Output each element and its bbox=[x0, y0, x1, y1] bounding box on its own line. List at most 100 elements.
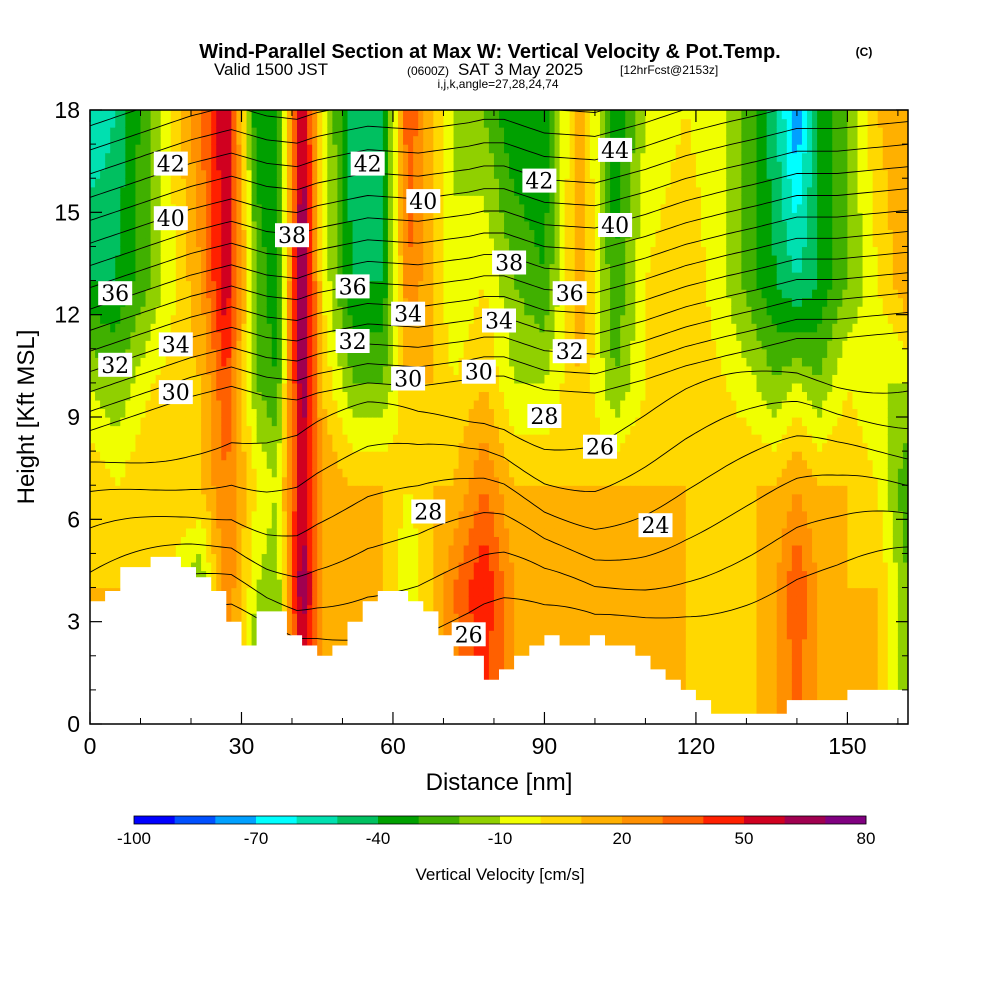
velocity-cell bbox=[307, 536, 313, 546]
velocity-cell bbox=[281, 510, 288, 520]
velocity-cell bbox=[271, 374, 278, 384]
velocity-cell bbox=[342, 144, 349, 154]
velocity-cell bbox=[413, 229, 419, 239]
velocity-cell bbox=[95, 553, 101, 563]
velocity-cell bbox=[110, 451, 116, 461]
velocity-cell bbox=[327, 314, 333, 324]
velocity-cell bbox=[438, 613, 445, 623]
velocity-cell bbox=[221, 527, 227, 537]
velocity-cell bbox=[342, 417, 349, 427]
velocity-cell bbox=[211, 144, 217, 154]
velocity-cell bbox=[110, 306, 116, 316]
velocity-cell bbox=[423, 272, 429, 282]
velocity-cell bbox=[337, 527, 344, 537]
velocity-cell bbox=[312, 527, 318, 537]
velocity-cell bbox=[362, 451, 369, 461]
velocity-cell bbox=[135, 502, 142, 512]
velocity-cell bbox=[170, 527, 177, 537]
velocity-cell bbox=[392, 544, 399, 555]
velocity-cell bbox=[241, 630, 248, 640]
velocity-cell bbox=[286, 306, 293, 316]
velocity-cell bbox=[357, 237, 364, 248]
velocity-cell bbox=[291, 357, 298, 367]
velocity-cell bbox=[165, 289, 172, 299]
velocity-cell bbox=[428, 135, 434, 145]
velocity-cell bbox=[418, 434, 424, 444]
velocity-cell bbox=[337, 144, 344, 154]
velocity-cell bbox=[226, 502, 232, 512]
velocity-cell bbox=[196, 306, 202, 316]
velocity-cell bbox=[140, 536, 147, 546]
velocity-cell bbox=[362, 186, 369, 196]
velocity-cell bbox=[271, 144, 278, 154]
velocity-cell bbox=[317, 417, 323, 427]
velocity-cell bbox=[266, 604, 273, 614]
velocity-cell bbox=[302, 502, 308, 512]
velocity-cell bbox=[211, 195, 217, 205]
velocity-cell bbox=[347, 229, 354, 239]
velocity-cell bbox=[347, 306, 354, 316]
velocity-cell bbox=[352, 451, 359, 461]
velocity-cell bbox=[206, 212, 212, 222]
velocity-cell bbox=[251, 118, 258, 128]
velocity-cell bbox=[226, 442, 232, 452]
velocity-cell bbox=[403, 510, 409, 520]
velocity-cell bbox=[100, 229, 106, 239]
velocity-cell bbox=[206, 382, 212, 393]
velocity-cell bbox=[418, 254, 424, 265]
velocity-cell bbox=[150, 502, 157, 512]
velocity-cell bbox=[413, 161, 419, 171]
velocity-cell bbox=[403, 417, 409, 427]
velocity-cell bbox=[423, 161, 429, 171]
velocity-cell bbox=[221, 340, 227, 350]
velocity-cell bbox=[155, 425, 162, 435]
velocity-cell bbox=[256, 237, 263, 248]
velocity-cell bbox=[332, 340, 339, 350]
velocity-cell bbox=[387, 348, 394, 358]
velocity-cell bbox=[145, 434, 152, 444]
velocity-cell bbox=[408, 408, 414, 418]
velocity-cell bbox=[428, 161, 434, 171]
velocity-cell bbox=[251, 468, 258, 478]
velocity-cell bbox=[307, 127, 313, 137]
velocity-cell bbox=[312, 391, 318, 401]
velocity-cell bbox=[367, 237, 374, 248]
velocity-cell bbox=[216, 348, 222, 358]
velocity-cell bbox=[256, 374, 263, 384]
velocity-cell bbox=[302, 272, 308, 282]
velocity-cell bbox=[438, 570, 445, 580]
velocity-cell bbox=[256, 340, 263, 350]
velocity-cell bbox=[332, 587, 339, 597]
velocity-cell bbox=[337, 468, 344, 478]
velocity-cell bbox=[266, 297, 273, 307]
velocity-cell bbox=[433, 314, 440, 324]
velocity-cell bbox=[322, 144, 328, 154]
velocity-cell bbox=[387, 195, 394, 205]
velocity-cell bbox=[291, 408, 298, 418]
velocity-cell bbox=[423, 382, 429, 393]
velocity-cell bbox=[322, 570, 328, 580]
velocity-cell bbox=[372, 348, 379, 358]
velocity-cell bbox=[352, 382, 359, 393]
velocity-cell bbox=[367, 314, 374, 324]
velocity-cell bbox=[307, 212, 313, 222]
velocity-cell bbox=[418, 485, 424, 495]
velocity-cell bbox=[297, 382, 303, 393]
velocity-cell bbox=[327, 212, 333, 222]
velocity-cell bbox=[211, 263, 217, 273]
velocity-cell bbox=[342, 169, 349, 179]
velocity-cell bbox=[332, 229, 339, 239]
velocity-cell bbox=[322, 212, 328, 222]
velocity-cell bbox=[403, 110, 409, 120]
velocity-cell bbox=[140, 246, 147, 256]
velocity-cell bbox=[423, 587, 429, 597]
velocity-cell bbox=[367, 561, 374, 572]
velocity-cell bbox=[266, 152, 273, 162]
velocity-cell bbox=[216, 127, 222, 137]
velocity-cell bbox=[332, 237, 339, 248]
velocity-cell bbox=[246, 135, 253, 145]
velocity-cell bbox=[211, 127, 217, 137]
velocity-cell bbox=[312, 417, 318, 427]
velocity-cell bbox=[261, 306, 268, 316]
velocity-cell bbox=[271, 254, 278, 265]
